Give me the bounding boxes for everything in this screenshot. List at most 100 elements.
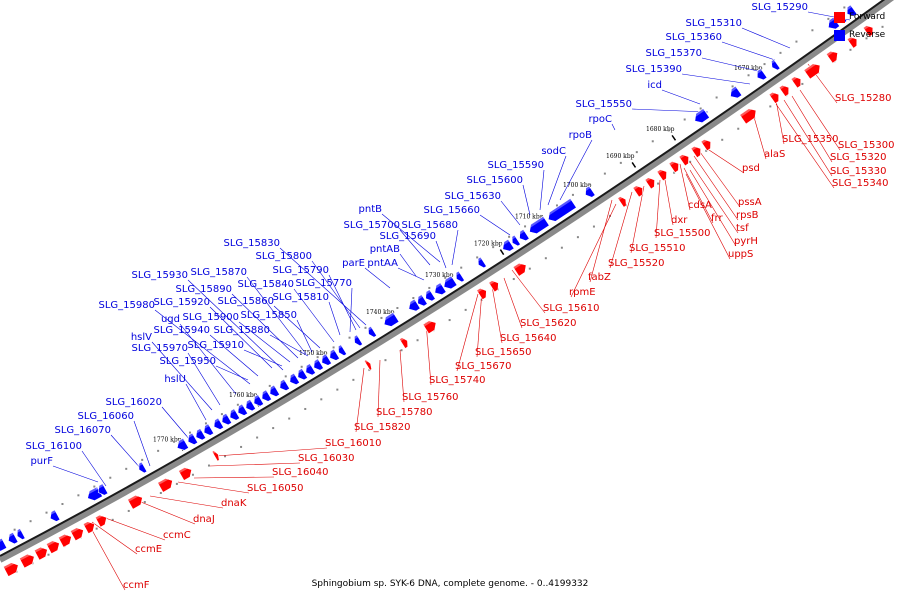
forward-feature bbox=[476, 286, 487, 301]
reverse-swatch bbox=[834, 29, 845, 41]
feature-layer bbox=[0, 4, 874, 577]
leader-line bbox=[215, 365, 249, 381]
tick-label: 1700 kbp bbox=[563, 182, 592, 189]
scale-dot bbox=[304, 407, 307, 410]
reverse-feature bbox=[277, 378, 290, 392]
scale-dot bbox=[109, 476, 112, 479]
scale-dot bbox=[191, 473, 194, 476]
gene-label: SLG_16010 bbox=[325, 438, 381, 449]
scale-dot bbox=[843, 6, 846, 9]
leader-line bbox=[246, 276, 307, 355]
leader-line bbox=[663, 173, 674, 226]
forward-feature bbox=[211, 449, 220, 462]
forward-feature bbox=[82, 519, 95, 535]
leader-line bbox=[99, 515, 166, 541]
leader-line bbox=[456, 293, 479, 372]
scale-dot bbox=[715, 96, 718, 99]
gene-label: SLG_15670 bbox=[455, 361, 511, 372]
gene-label: SLG_15770 bbox=[296, 278, 352, 289]
gene-label: SLG_15370 bbox=[646, 48, 702, 59]
scale-dot bbox=[396, 306, 399, 309]
reverse-feature bbox=[727, 85, 743, 99]
scale-dot bbox=[592, 225, 595, 228]
reverse-feature bbox=[414, 294, 428, 307]
leader-line bbox=[187, 352, 221, 406]
reverse-feature bbox=[295, 367, 308, 381]
gene-label: pssA bbox=[738, 197, 762, 208]
scale-dot bbox=[236, 403, 239, 406]
forward-feature bbox=[862, 23, 874, 38]
reverse-feature bbox=[526, 215, 550, 235]
leader-line bbox=[705, 147, 745, 174]
scale-dot bbox=[657, 182, 660, 185]
legend-forward-label: Forward bbox=[849, 12, 886, 22]
gene-label: icd bbox=[647, 80, 662, 91]
leader-line bbox=[185, 383, 207, 421]
leader-line bbox=[349, 287, 353, 333]
scale-dot bbox=[380, 316, 383, 319]
leader-line bbox=[110, 434, 143, 471]
gene-label: SLG_15650 bbox=[475, 347, 531, 358]
scale-dot bbox=[540, 214, 543, 217]
leader-line bbox=[279, 247, 367, 326]
scale-dot bbox=[173, 440, 176, 443]
gene-label: SLG_15280 bbox=[835, 93, 891, 104]
gene-label: SLG_15740 bbox=[429, 375, 485, 386]
forward-feature bbox=[512, 260, 527, 277]
tick-mark bbox=[499, 249, 505, 256]
reverse-feature bbox=[211, 417, 225, 430]
leader-line bbox=[399, 349, 405, 403]
scale-dot bbox=[667, 129, 670, 132]
reverse-feature bbox=[441, 275, 458, 290]
scale-dot bbox=[576, 236, 579, 239]
gene-label: ccmC bbox=[163, 530, 191, 541]
gene-label: SLG_15360 bbox=[666, 32, 722, 43]
scale-dot bbox=[368, 369, 371, 372]
tick-label: 1740 kbp bbox=[366, 309, 395, 316]
leader-line bbox=[679, 163, 691, 211]
genome-caption: Sphingobium sp. SYK-6 DNA, complete geno… bbox=[311, 579, 589, 589]
scale-dot bbox=[560, 246, 563, 249]
leader-line bbox=[775, 103, 835, 189]
leader-line bbox=[522, 184, 531, 216]
gene-label: SLG_15900 bbox=[183, 312, 239, 323]
scale-dot bbox=[320, 398, 323, 401]
scale-dot bbox=[220, 413, 223, 416]
forward-feature bbox=[825, 48, 838, 64]
gene-label: rpoB bbox=[569, 130, 593, 141]
leader-line bbox=[699, 151, 741, 208]
scale-dot bbox=[45, 511, 48, 514]
reverse-feature bbox=[509, 234, 521, 247]
scale-dot bbox=[763, 63, 766, 66]
gene-label: hslV bbox=[131, 332, 152, 343]
forward-feature bbox=[422, 318, 437, 335]
leader-line bbox=[685, 173, 731, 260]
leader-line bbox=[721, 41, 776, 61]
reverse-feature bbox=[193, 428, 207, 441]
leader-line bbox=[791, 95, 833, 163]
gene-label: SLG_15630 bbox=[445, 191, 501, 202]
gene-label: cdsA bbox=[688, 200, 712, 211]
scale-dot bbox=[159, 491, 162, 494]
gene-label: frr bbox=[711, 213, 723, 224]
gene-label: dnaJ bbox=[193, 514, 215, 525]
forward-feature bbox=[690, 144, 701, 159]
leader-line bbox=[273, 305, 321, 349]
leader-line bbox=[91, 529, 126, 591]
leader-line bbox=[364, 267, 391, 289]
gene-label: pntAA bbox=[367, 258, 398, 269]
gene-label: rpoC bbox=[588, 114, 612, 125]
forward-feature bbox=[45, 538, 60, 555]
scale-dot bbox=[492, 246, 495, 249]
scale-dot bbox=[881, 25, 884, 28]
gene-label: SLG_15980 bbox=[99, 300, 155, 311]
scale-dot bbox=[95, 527, 98, 530]
forward-feature bbox=[846, 34, 858, 49]
scale-dot bbox=[204, 422, 207, 425]
gene-label: SLG_16040 bbox=[272, 467, 328, 478]
scale-dot bbox=[683, 118, 686, 121]
gene-label: SLG_15510 bbox=[629, 243, 685, 254]
reverse-feature bbox=[174, 437, 190, 451]
reverse-feature bbox=[47, 509, 61, 522]
gene-label: SLG_15760 bbox=[402, 392, 458, 403]
